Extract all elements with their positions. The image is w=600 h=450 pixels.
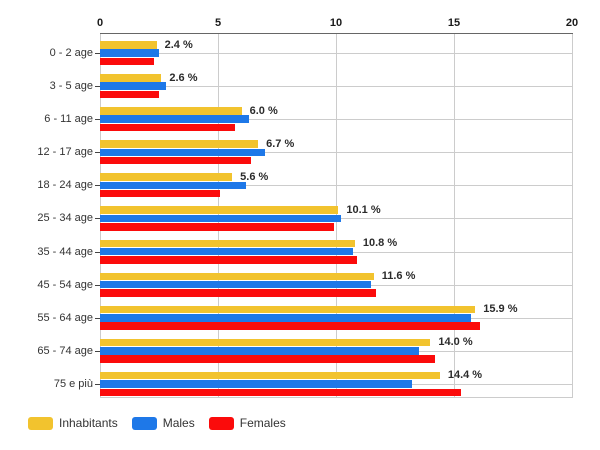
axis-tick-label: 0 [96, 17, 104, 29]
category-gridline [100, 152, 572, 154]
legend-item: Males [131, 416, 195, 430]
x-axis-line [100, 33, 573, 34]
axis-tick [336, 34, 337, 38]
bar-males [100, 148, 266, 157]
category-tick [95, 218, 100, 220]
category-tick [95, 284, 100, 286]
bar-inhabitants [100, 239, 355, 248]
value-label: 6.0 % [249, 104, 278, 117]
bar-females [100, 123, 235, 132]
plot-area: 2.4 % 2.6 % 6.0 % 6.7 % 5.6 % 10.1 % 10.8 % 11.… [99, 34, 573, 398]
bar-females [100, 355, 436, 363]
bar-males [100, 280, 372, 289]
category-label: 12 - 17 age [37, 146, 93, 159]
category-label: 55 - 64 age [37, 311, 93, 324]
axis-tick [572, 34, 573, 38]
legend-label: Males [162, 416, 195, 430]
bar-males [100, 82, 167, 90]
legend: Inhabitants Males Females [28, 416, 300, 430]
category-tick [95, 383, 100, 385]
legend-label: Inhabitants [59, 416, 118, 430]
category-label: 75 e più [53, 377, 93, 390]
category-tick [95, 53, 100, 54]
bar-males [100, 347, 419, 355]
plot-bottom-border [100, 397, 572, 398]
category-label: 0 - 2 age [49, 47, 93, 59]
category-label: 45 - 54 age [37, 278, 93, 291]
value-label: 6.7 % [266, 137, 295, 150]
axis-tick [100, 34, 101, 38]
legend-swatch [131, 416, 157, 430]
bar-inhabitants [100, 41, 157, 49]
axis-tick-label: 10 [329, 17, 343, 29]
gridline [571, 34, 573, 398]
bar-inhabitants [100, 206, 339, 214]
bar-inhabitants [100, 74, 162, 82]
bar-females [100, 256, 358, 264]
bar-females [100, 90, 159, 99]
bar-inhabitants [100, 338, 431, 347]
bar-males [100, 214, 341, 223]
axis-tick-label: 15 [447, 17, 461, 29]
category-tick [95, 317, 100, 319]
category-tick [95, 152, 100, 154]
category-tick [95, 185, 100, 187]
axis-tick-label: 20 [565, 17, 579, 29]
bar-females [100, 289, 377, 297]
bar-males [100, 115, 249, 123]
bar-females [100, 223, 334, 231]
category-tick [95, 350, 100, 352]
value-label: 15.9 % [483, 303, 518, 316]
axis-tick-label: 5 [214, 17, 222, 29]
value-label: 10.1 % [346, 203, 381, 216]
legend-item: Females [208, 416, 286, 430]
bar-males [100, 380, 412, 388]
axis-tick [218, 34, 219, 38]
value-label: 11.6 % [381, 270, 416, 283]
bar-inhabitants [100, 272, 374, 281]
bar-females [100, 322, 480, 330]
category-tick [95, 251, 100, 253]
category-label: 65 - 74 age [37, 344, 93, 357]
value-label: 5.6 % [240, 170, 269, 183]
value-label: 2.6 % [169, 71, 198, 84]
category-label: 18 - 24 age [37, 179, 93, 192]
bar-males [100, 181, 247, 190]
bar-inhabitants [100, 107, 242, 115]
category-tick [95, 86, 100, 88]
category-tick [95, 119, 100, 121]
category-gridline [100, 119, 572, 121]
bar-females [100, 388, 462, 396]
legend-label: Females [239, 416, 286, 430]
legend-swatch [28, 416, 53, 430]
bar-inhabitants [100, 371, 440, 380]
value-label: 14.4 % [447, 369, 483, 382]
bar-females [100, 57, 155, 66]
category-label: 35 - 44 age [37, 245, 93, 258]
bar-females [100, 189, 221, 198]
category-label: 3 - 5 age [49, 80, 93, 93]
bar-inhabitants [100, 173, 233, 181]
bar-males [100, 247, 353, 256]
legend-swatch [208, 416, 234, 430]
category-label: 25 - 34 age [37, 212, 93, 225]
category-gridline [100, 86, 572, 88]
bar-inhabitants [100, 140, 259, 148]
bar-females [100, 156, 252, 165]
category-gridline [100, 185, 572, 187]
bar-inhabitants [100, 305, 476, 314]
value-label: 2.4 % [164, 38, 193, 51]
category-gridline [100, 53, 572, 54]
legend-item: Inhabitants [28, 416, 118, 430]
value-label: 14.0 % [438, 336, 473, 349]
bar-males [100, 314, 471, 322]
category-label: 6 - 11 age [44, 113, 93, 126]
gridline [453, 34, 455, 398]
axis-tick [454, 34, 455, 38]
bar-males [100, 49, 159, 57]
value-label: 10.8 % [362, 237, 398, 250]
